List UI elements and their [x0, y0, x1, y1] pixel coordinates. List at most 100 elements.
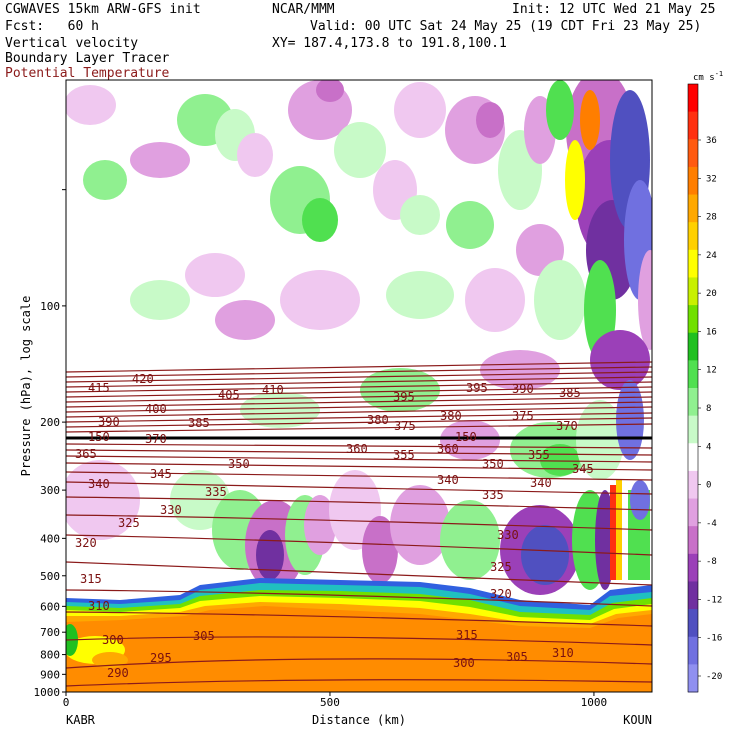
field-potential-temperature: Potential Temperature [5, 66, 170, 81]
theta-label-410: 410 [262, 383, 284, 397]
header-valid: Valid: 00 UTC Sat 24 May 25 (19 CDT Fri … [310, 19, 702, 34]
theta-label-395b: 395 [466, 381, 488, 395]
theta-label-365: 365 [75, 447, 97, 461]
theta-label-400: 400 [145, 402, 167, 416]
colorbar-unit-exponent: -1 [715, 70, 723, 78]
theta-label-385: 385 [188, 416, 210, 430]
colorbar-tick-label: 20 [706, 289, 717, 299]
theta-label-310b: 310 [552, 646, 574, 660]
colorbar-tick-label: 36 [706, 136, 717, 146]
theta-label-330b: 330 [497, 528, 519, 542]
colorbar-tick-label: 4 [706, 442, 711, 452]
theta-label-420: 420 [132, 372, 154, 386]
colorbar-swatch [688, 249, 698, 278]
colorbar-tick-label: 12 [706, 366, 717, 376]
y-tick-label: 500 [40, 570, 60, 583]
x-axis-title: Distance (km) [312, 713, 406, 727]
colorbar-swatch [688, 664, 698, 693]
colorbar-tick-label: 8 [706, 404, 711, 414]
colorbar-tick-label: 0 [706, 481, 711, 491]
colorbar-tick-label: 32 [706, 174, 717, 184]
header-xy: XY= 187.4,173.8 to 191.8,100.1 [272, 36, 507, 51]
theta-label-390: 390 [98, 415, 120, 429]
colorbar-swatch [688, 581, 698, 610]
colorbar-swatch [688, 360, 698, 389]
colorbar-swatch [688, 636, 698, 665]
y-tick-label: 400 [40, 532, 60, 545]
colorbar-swatch [688, 332, 698, 361]
theta-label-370b: 370 [556, 419, 578, 433]
colorbar-swatch [688, 609, 698, 638]
theta-label-340: 340 [88, 477, 110, 491]
colorbar-swatch [688, 166, 698, 196]
tropopause-label-left: 150 [88, 430, 110, 444]
colorbar-swatch [688, 498, 698, 527]
y-tick-label: 1000 [34, 686, 61, 699]
theta-label-345: 345 [150, 467, 172, 481]
x-endpoint-right: KOUN [623, 713, 652, 727]
theta-label-345b: 345 [572, 462, 594, 476]
colorbar: 36 32 28 24 20 16 12 8 4 0 -4 -8 -12 -16 -20 [687, 83, 722, 693]
y-tick-label: 600 [40, 600, 60, 613]
theta-label-300: 300 [102, 633, 124, 647]
colorbar-swatch [688, 305, 698, 334]
theta-label-340c: 340 [530, 476, 552, 490]
theta-label-390b: 390 [512, 382, 534, 396]
colorbar-swatch [688, 553, 698, 582]
colorbar-tick-label: 16 [706, 327, 717, 337]
colorbar-tick-label: -20 [706, 672, 722, 682]
x-tick-label: 1000 [581, 696, 608, 709]
colorbar-tick-label: 24 [706, 251, 717, 261]
colorbar-unit-base: cm s [693, 73, 715, 83]
theta-label-375: 375 [394, 419, 416, 433]
theta-label-350: 350 [228, 457, 250, 471]
colorbar-swatch [688, 139, 698, 168]
theta-label-320: 320 [75, 536, 97, 550]
y-tick-label: 800 [40, 649, 60, 662]
colorbar-swatch [688, 526, 698, 555]
header-model: CGWAVES 15km ARW-GFS init [5, 2, 201, 17]
x-tick-label: 500 [320, 696, 340, 709]
x-endpoint-left: KABR [66, 713, 96, 727]
plot-frame [65, 79, 653, 693]
theta-label-315b: 315 [456, 628, 478, 642]
theta-label-405: 405 [218, 388, 240, 402]
theta-label-325: 325 [118, 516, 140, 530]
theta-label-355b: 355 [528, 448, 550, 462]
theta-label-380: 380 [367, 413, 389, 427]
colorbar-swatch [688, 84, 698, 113]
theta-label-290: 290 [107, 666, 129, 680]
colorbar-swatch [688, 388, 698, 417]
theta-label-335b: 335 [482, 488, 504, 502]
theta-label-305: 305 [193, 629, 215, 643]
y-tick-label: 100 [40, 300, 60, 313]
colorbar-swatch [688, 277, 698, 306]
isentropes [66, 361, 652, 687]
theta-label-360: 360 [346, 442, 368, 456]
theta-label-350b: 350 [482, 457, 504, 471]
theta-label-305b: 305 [506, 650, 528, 664]
colorbar-swatch [688, 443, 698, 472]
field-vertical-velocity: Vertical velocity [5, 36, 139, 51]
header-init: Init: 12 UTC Wed 21 May 25 [512, 2, 716, 17]
y-tick-label: 700 [40, 626, 60, 639]
tropopause-label-right: 150 [455, 430, 477, 444]
theta-label-310: 310 [88, 599, 110, 613]
colorbar-swatch [688, 222, 698, 251]
theta-label-375b: 375 [512, 409, 534, 423]
colorbar-frame [687, 83, 699, 693]
theta-label-385b: 385 [559, 386, 581, 400]
colorbar-tick-label: 28 [706, 213, 717, 223]
header-org: NCAR/MMM [272, 2, 335, 17]
theta-label-355: 355 [393, 448, 415, 462]
theta-label-340b: 340 [437, 473, 459, 487]
colorbar-swatch [688, 194, 698, 223]
theta-label-380b: 380 [440, 409, 462, 423]
colorbar-swatch [688, 111, 698, 140]
colorbar-tick-label: -8 [706, 557, 717, 567]
y-axis-title: Pressure (hPa), log scale [19, 296, 33, 477]
theta-label-325b: 325 [490, 560, 512, 574]
x-axis: 0 500 1000 [63, 692, 607, 709]
theta-label-295: 295 [150, 651, 172, 665]
